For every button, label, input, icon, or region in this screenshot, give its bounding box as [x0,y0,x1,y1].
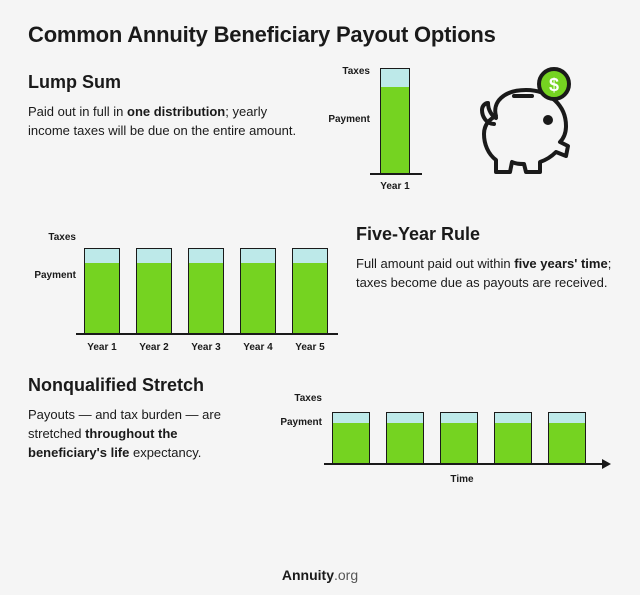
bar-payment-segment [549,423,585,465]
bar-payment-segment [495,423,531,465]
stretch-bar [548,412,586,464]
axis-label-payment-3: Payment [272,417,322,428]
axis-label-payment: Payment [318,114,370,125]
bar-payment-segment [441,423,477,465]
bar-payment-segment [137,263,171,335]
five-year-pre: Full amount paid out within [356,256,514,271]
section-five-year: Taxes Payment Year 1 Year 2 Year 3 Year … [28,212,612,357]
bar-payment-segment [381,87,409,175]
bar-payment-segment [333,423,369,465]
section-stretch: Nonqualified Stretch Payouts — and tax b… [28,375,612,495]
five-year-title: Five-Year Rule [356,224,612,245]
piggy-bank-icon: $ [466,66,586,186]
stretch-bar [440,412,478,464]
stretch-post: expectancy. [129,445,201,460]
bar-payment-segment [85,263,119,335]
five-year-body: Full amount paid out within five years' … [356,255,612,293]
axis-label-taxes-3: Taxes [272,393,322,404]
stretch-bar [494,412,532,464]
five-year-bar [188,248,224,334]
axis-label-taxes-2: Taxes [28,232,76,243]
chart-baseline [370,173,422,175]
stretch-bar [386,412,424,464]
bar-tax-segment [495,413,531,423]
bar-tax-segment [241,249,275,263]
brand-name: Annuity [282,567,334,583]
timeline-arrow [324,463,604,465]
section-lump-sum: Lump Sum Paid out in full in one distrib… [28,62,612,192]
five-year-chart: Taxes Payment Year 1 Year 2 Year 3 Year … [28,212,338,357]
x-label: Year 5 [288,342,332,353]
stretch-text: Nonqualified Stretch Payouts — and tax b… [28,375,258,463]
footer-brand: Annuity.org [0,567,640,583]
bar-tax-segment [85,249,119,263]
x-label: Year 1 [80,342,124,353]
five-year-bar [84,248,120,334]
stretch-body: Payouts — and tax burden — are stretched… [28,406,258,463]
axis-label-payment-2: Payment [28,270,76,281]
axis-label-taxes: Taxes [318,66,370,77]
bar-tax-segment [387,413,423,423]
bar-tax-segment [549,413,585,423]
stretch-bar [332,412,370,464]
five-year-bar [240,248,276,334]
stretch-chart: Taxes Payment Time [272,375,612,495]
bar-payment-segment [293,263,327,335]
lump-sum-body: Paid out in full in one distribution; ye… [28,103,308,141]
page-title: Common Annuity Beneficiary Payout Option… [28,22,612,48]
brand-tld: .org [334,567,358,583]
x-label: Year 3 [184,342,228,353]
stretch-title: Nonqualified Stretch [28,375,258,396]
x-label-year1: Year 1 [374,181,416,192]
five-year-bold: five years' time [514,256,607,271]
bar-tax-segment [137,249,171,263]
lump-sum-pre: Paid out in full in [28,104,127,119]
chart-baseline-2 [76,333,338,335]
bar-tax-segment [381,69,409,87]
x-label-time: Time [422,474,502,485]
five-year-bar [136,248,172,334]
x-label: Year 4 [236,342,280,353]
bar-tax-segment [333,413,369,423]
bar-payment-segment [387,423,423,465]
five-year-text: Five-Year Rule Full amount paid out with… [356,212,612,293]
bar-tax-segment [189,249,223,263]
x-label: Year 2 [132,342,176,353]
lump-sum-bold: one distribution [127,104,225,119]
timeline-arrowhead [602,459,611,469]
bar-tax-segment [441,413,477,423]
bar-payment-segment [189,263,223,335]
lump-sum-title: Lump Sum [28,72,308,93]
lump-sum-text: Lump Sum Paid out in full in one distrib… [28,62,308,141]
lump-sum-chart: Taxes Payment Year 1 [322,62,452,192]
lump-sum-bar [380,68,410,174]
bar-payment-segment [241,263,275,335]
svg-text:$: $ [549,75,559,95]
five-year-bar [292,248,328,334]
bar-tax-segment [293,249,327,263]
